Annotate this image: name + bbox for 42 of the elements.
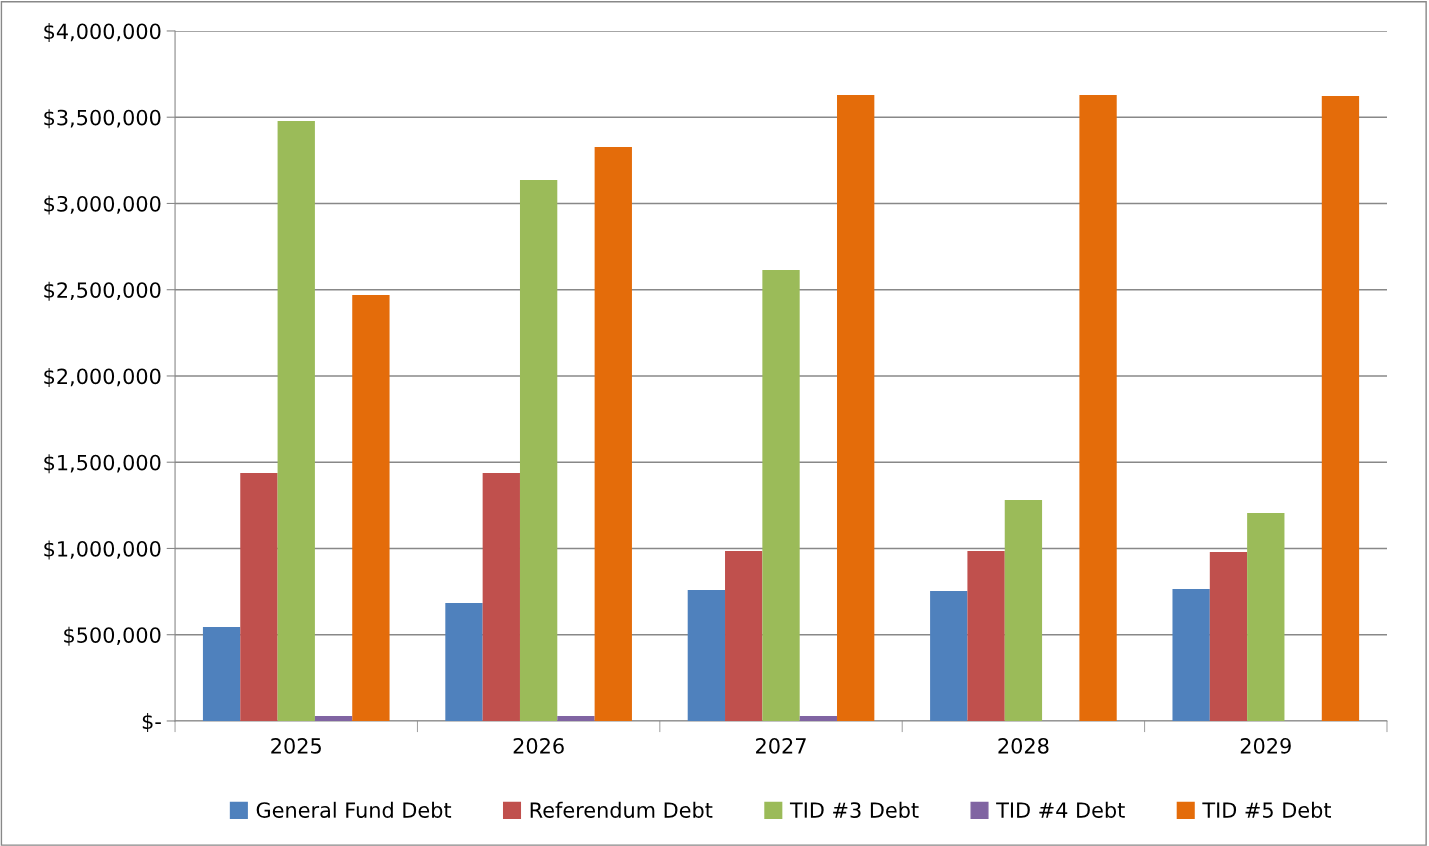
bar [352,294,390,721]
bar [519,180,558,721]
bar [314,715,353,721]
legend-label: TID #5 Debt [1202,801,1332,818]
bar [799,715,838,721]
y-tick-label: $2,000,000 [44,368,161,387]
legend-label: TID #4 Debt [996,801,1125,818]
x-tick-label: 2027 [756,738,806,754]
legend-label: Referendum Debt [530,801,713,818]
bar [277,121,315,721]
y-tick-label: $1,000,000 [44,540,161,560]
y-tick-label: $500,000 [64,626,161,646]
bar [1321,96,1360,721]
bar [594,146,632,721]
bar [1172,589,1210,721]
bar [202,626,241,721]
bar [762,270,800,721]
y-tick-label: $3,000,000 [44,195,161,215]
bar [687,590,726,721]
bar [725,550,763,721]
bar [1247,512,1285,721]
bar [967,550,1005,721]
legend-label: TID #3 Debt [789,801,919,818]
y-tick-label: $2,500,000 [44,281,161,301]
x-tick-label: 2029 [1240,738,1291,754]
bar [930,590,968,721]
x-tick-label: 2028 [998,738,1049,754]
y-tick-label: $3,500,000 [44,109,161,129]
x-tick-label: 2025 [271,738,321,754]
y-tick-label: $1,500,000 [44,454,161,474]
bar [445,602,483,721]
legend-label: General Fund Debt [256,801,452,818]
bar [1004,499,1043,721]
bar [1209,551,1248,721]
bar [837,94,875,721]
bar [557,715,595,721]
x-tick-label: 2026 [513,738,564,754]
y-tick-label: $- [142,713,161,732]
bar [1079,94,1117,721]
y-tick-label: $4,000,000 [44,23,161,42]
bar [482,472,520,721]
bar [240,472,278,721]
